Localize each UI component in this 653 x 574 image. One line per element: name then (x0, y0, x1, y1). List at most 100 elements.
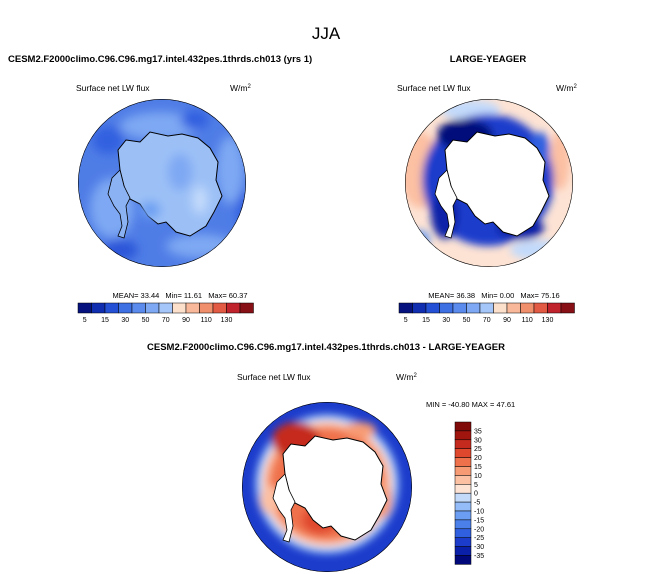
colorbar-swatch (466, 302, 481, 314)
colorbar-tick-label: 50 (142, 317, 150, 324)
season-title: JJA (312, 24, 341, 43)
colorbar-swatch (212, 302, 227, 314)
panel-obs-units: W/m2 (556, 83, 577, 93)
colorbar-swatch (131, 302, 146, 314)
colorbar-tick-label: 5 (404, 317, 408, 324)
colorbar-tick-label: 90 (503, 317, 511, 324)
colorbar-swatch (91, 302, 106, 314)
panel-obs-map (405, 99, 573, 267)
panel-diff-units: W/m2 (396, 372, 417, 382)
colorbar-tick-label: 70 (483, 317, 491, 324)
colorbar-swatch (506, 302, 521, 314)
panel-model-colorbar: 5 15 30 50 70 90 110 130 (77, 302, 254, 324)
land-structure (140, 154, 208, 218)
colorbar-swatch (454, 466, 472, 476)
colorbar-tick-label: 25 (474, 446, 482, 453)
colorbar-swatch (533, 302, 548, 314)
colorbar-tick-label: 70 (162, 317, 170, 324)
colorbar-swatch (454, 546, 472, 556)
panel-model-title: CESM2.F2000climo.C96.C96.mg17.intel.432p… (8, 54, 312, 65)
colorbar-tick-label: 110 (522, 317, 533, 324)
colorbar-tick-label: 15 (422, 317, 430, 324)
colorbar-swatch (239, 302, 254, 314)
colorbar-swatch (454, 448, 472, 458)
colorbar-swatch (454, 492, 472, 503)
colorbar-swatch (454, 501, 472, 512)
antarctic-peninsula (107, 169, 131, 239)
antarctic-peninsula (434, 169, 458, 239)
colorbar-tick-label: 5 (474, 482, 478, 489)
panel-diff-colorbar: 35 30 25 20 15 10 5 0 -5 -10-15 -20 -25 -30 -35 (454, 421, 484, 565)
colorbar-swatch (454, 421, 472, 432)
colorbar-swatch (118, 302, 133, 314)
panel-obs-stats: MEAN= 36.38 Min= 0.00 Max= 75.16 (428, 291, 559, 300)
colorbar-tick-label: 20 (474, 455, 482, 462)
colorbar-swatch (454, 457, 472, 467)
panel-model-variable: Surface net LW flux (76, 83, 150, 93)
antarctic-peninsula (272, 473, 296, 543)
panel-obs: LARGE-YEAGER Surface net LW flux W/m2 (397, 54, 577, 324)
colorbar-swatch (439, 302, 454, 314)
panel-diff-map (242, 402, 412, 572)
colorbar-tick-label: 5 (83, 317, 87, 324)
colorbar-tick-label: -15 (474, 517, 484, 524)
colorbar-swatch (479, 302, 494, 314)
colorbar-tick-label: -10 (474, 509, 484, 516)
colorbar-swatch (425, 302, 440, 314)
colorbar-swatch (560, 302, 575, 314)
panel-obs-title: LARGE-YEAGER (450, 54, 527, 65)
panel-model-units: W/m2 (230, 83, 251, 93)
colorbar-swatch (398, 302, 413, 314)
colorbar-swatch (158, 302, 173, 314)
colorbar-swatch (77, 302, 92, 314)
colorbar-tick-label: 30 (474, 437, 482, 444)
colorbar-swatch (454, 430, 472, 441)
colorbar-tick-label: 15 (101, 317, 109, 324)
colorbar-tick-label: 90 (182, 317, 190, 324)
colorbar-swatch (412, 302, 427, 314)
colorbar-swatch (454, 439, 472, 449)
colorbar-tick-label: 30 (442, 317, 450, 324)
colorbar-swatch (454, 510, 472, 521)
colorbar-tick-label: 50 (463, 317, 471, 324)
colorbar-swatch (454, 519, 472, 530)
colorbar-tick-label: 130 (221, 317, 233, 324)
antarctica-coast (444, 131, 550, 237)
colorbar-tick-label: 30 (121, 317, 129, 324)
colorbar-swatch (547, 302, 562, 314)
panel-model-map (78, 99, 246, 267)
colorbar-swatch (520, 302, 535, 314)
field-structure (90, 110, 246, 260)
colorbar-tick-label: 35 (474, 428, 482, 435)
colorbar-swatch (454, 555, 472, 565)
colorbar-swatch (454, 475, 472, 485)
panel-obs-variable: Surface net LW flux (397, 83, 471, 93)
colorbar-swatch (185, 302, 200, 314)
panel-diff-stats: MIN = -40.80 MAX = 47.61 (426, 400, 515, 409)
colorbar-tick-label: -30 (474, 544, 484, 551)
colorbar-tick-label: -35 (474, 553, 484, 560)
colorbar-swatch (145, 302, 160, 314)
panel-model: CESM2.F2000climo.C96.C96.mg17.intel.432p… (8, 54, 312, 324)
colorbar-tick-label: 10 (474, 473, 482, 480)
colorbar-tick-label: -5 (474, 500, 480, 507)
colorbar-tick-label: 110 (201, 317, 212, 324)
colorbar-swatch (226, 302, 241, 314)
colorbar-swatch (452, 302, 467, 314)
colorbar-tick-label: 15 (474, 464, 482, 471)
colorbar-swatch (493, 302, 508, 314)
colorbar-swatch (454, 484, 472, 494)
panel-obs-colorbar: 5 15 30 50 70 90 110 130 (398, 302, 575, 324)
colorbar-swatch (172, 302, 187, 314)
colorbar-tick-label: -20 (474, 526, 484, 533)
colorbar-tick-label: 0 (474, 491, 478, 498)
panel-model-stats: MEAN= 33.44 Min= 11.61 Max= 60.37 (112, 291, 247, 300)
colorbar-swatch (454, 528, 472, 538)
colorbar-swatch (104, 302, 119, 314)
panel-diff-variable: Surface net LW flux (237, 372, 311, 382)
antarctica-coast (282, 435, 388, 541)
panel-diff-title: CESM2.F2000climo.C96.C96.mg17.intel.432p… (147, 342, 505, 353)
panel-diff: CESM2.F2000climo.C96.C96.mg17.intel.432p… (147, 342, 515, 572)
colorbar-swatch (454, 537, 472, 547)
